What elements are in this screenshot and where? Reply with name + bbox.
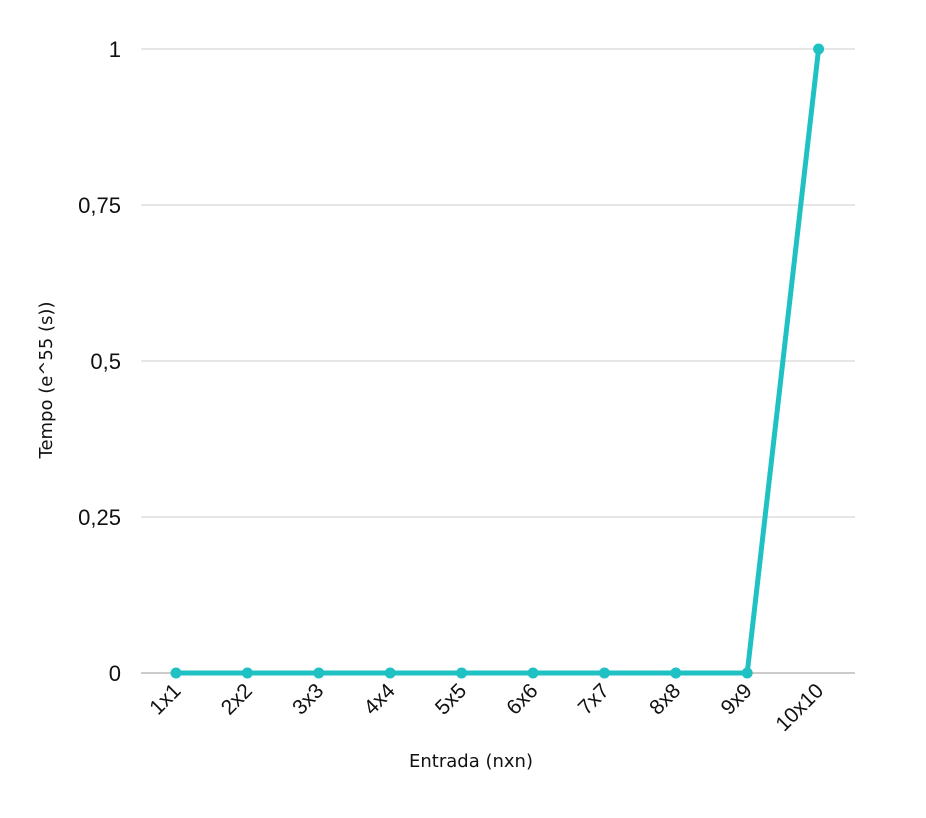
y-axis-title: Tempo (e^55 (s)) [36, 302, 57, 460]
x-tick-label: 8x8 [645, 679, 685, 719]
x-tick-label: 2x2 [217, 679, 257, 719]
data-point [384, 667, 396, 679]
x-tick-label: 9x9 [717, 679, 757, 719]
y-tick-label: 0,75 [78, 193, 121, 218]
data-point [313, 667, 325, 679]
y-tick-label: 0 [109, 661, 121, 686]
data-point [241, 667, 253, 679]
series-layer [170, 43, 825, 679]
data-point [598, 667, 610, 679]
gridlines [141, 48, 855, 674]
x-tick-label: 10x10 [771, 679, 828, 736]
x-tick-label: 5x5 [431, 679, 471, 719]
data-point [813, 43, 825, 55]
data-point [170, 667, 182, 679]
x-tick-label: 7x7 [574, 679, 614, 719]
y-tick-label: 0,5 [90, 349, 121, 374]
x-tick-label: 4x4 [360, 679, 400, 719]
x-axis-title: Entrada (nxn) [409, 751, 533, 772]
y-tick-label: 0,25 [78, 505, 121, 530]
x-tick-labels: 1x1 2x2 3x3 4x4 5x5 6x6 7x7 8x8 9x9 10x10 [145, 679, 828, 736]
data-point [527, 667, 539, 679]
data-point [456, 667, 468, 679]
x-tick-label: 3x3 [288, 679, 328, 719]
data-point [741, 667, 753, 679]
x-tick-label: 6x6 [502, 679, 542, 719]
y-tick-labels: 0 0,25 0,5 0,75 1 [78, 37, 121, 686]
x-tick-label: 1x1 [145, 679, 185, 719]
y-tick-label: 1 [109, 37, 121, 62]
series-line [173, 46, 822, 676]
data-point [670, 667, 682, 679]
